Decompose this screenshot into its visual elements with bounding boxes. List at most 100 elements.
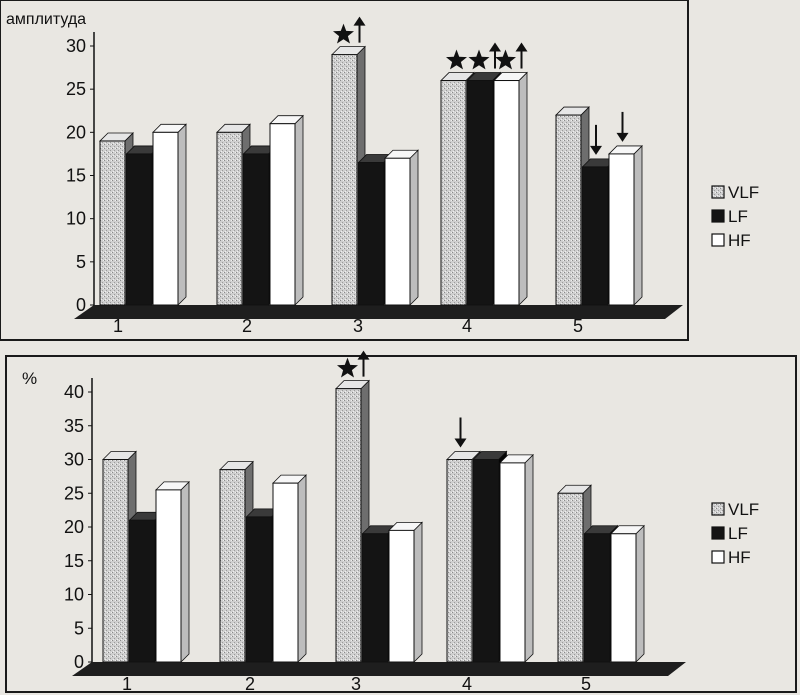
significance-star-icon (337, 357, 358, 378)
chart-top-ylabel: амплитуда (6, 11, 86, 28)
bar-front (446, 459, 473, 663)
bar-front (335, 388, 362, 663)
x-tick-label: 2 (245, 674, 255, 694)
bar-hf-4 (499, 453, 534, 663)
bar-front (610, 533, 637, 663)
x-tick-label: 1 (122, 674, 132, 694)
chart-bottom-plot: 0 5 10 15 20 25 30 35 40 1 2 3 4 5 (64, 350, 686, 694)
legend-item-lf: LF (711, 207, 748, 226)
decrease-arrow-icon-head (616, 132, 629, 142)
bar-side (633, 144, 643, 306)
x-tick-label: 2 (242, 316, 252, 336)
bar-vlf-2 (219, 460, 254, 663)
increase-arrow-icon-head (489, 42, 501, 52)
y-tick-label: 15 (64, 551, 84, 571)
bar-front (269, 123, 296, 306)
x-tick-label: 3 (351, 674, 361, 694)
bar-hf-2 (272, 474, 307, 663)
bar-side (180, 480, 190, 663)
increase-arrow-icon-head (353, 16, 366, 26)
legend-item-vlf: VLF (711, 500, 759, 519)
y-tick-label: 25 (66, 79, 86, 99)
chart-bottom-frame (5, 355, 797, 693)
bar-vlf-3 (335, 379, 370, 663)
bar-front (384, 157, 411, 306)
bar-front (216, 131, 243, 306)
bar-side (413, 521, 423, 663)
legend-item-hf: HF (711, 231, 751, 250)
bar-side (409, 149, 419, 306)
significance-star-icon (468, 49, 490, 70)
legend-swatch (711, 233, 725, 247)
legend-label: HF (728, 548, 751, 567)
bar-front (584, 533, 610, 663)
bar-hf-1 (155, 480, 190, 663)
bar-front (152, 131, 179, 306)
legend-label: HF (728, 231, 751, 250)
x-tick-label: 4 (462, 316, 472, 336)
increase-arrow-icon-head (515, 42, 528, 52)
bar-front (362, 533, 388, 663)
legend-label: VLF (728, 183, 759, 202)
decrease-arrow-icon-head (454, 438, 467, 448)
y-tick-label: 30 (64, 450, 84, 470)
bar-side (518, 71, 528, 306)
bar-front (493, 80, 520, 306)
bar-front (246, 516, 272, 663)
bar-front (126, 153, 152, 306)
bar-front (219, 469, 246, 663)
bar-hf-3 (384, 149, 419, 306)
y-tick-label: 0 (76, 295, 86, 315)
legend-item-hf: HF (711, 548, 751, 567)
legend-swatch (711, 526, 725, 540)
bar-front (99, 140, 126, 306)
y-tick-label: 30 (66, 36, 86, 56)
bar-front (358, 162, 384, 306)
increase-arrow-icon (515, 42, 528, 69)
bar-side (297, 474, 307, 663)
chart-top: амплитуда 0 5 10 15 20 25 30 1 2 3 4 5 VLF LF HF (0, 0, 759, 341)
y-tick-label: 35 (64, 416, 84, 436)
bar-front (102, 459, 129, 663)
increase-arrow-icon-head (357, 350, 370, 360)
bar-front (243, 153, 269, 306)
bar-front (440, 80, 467, 306)
y-tick-label: 20 (66, 122, 86, 142)
x-tick-label: 1 (113, 316, 123, 336)
bar-front (331, 54, 358, 306)
increase-arrow-icon (357, 350, 370, 377)
increase-arrow-icon (353, 16, 366, 43)
legend-swatch (711, 550, 725, 564)
legend-label: LF (728, 207, 748, 226)
bar-front (499, 462, 526, 663)
y-tick-label: 5 (76, 252, 86, 272)
bar-front (272, 482, 299, 663)
legend-item-vlf: VLF (711, 183, 759, 202)
bar-vlf-4 (440, 71, 475, 306)
bar-side (177, 123, 187, 306)
bar-hf-5 (610, 524, 645, 663)
bar-hf-2 (269, 114, 304, 306)
legend-item-lf: LF (711, 524, 748, 543)
x-tick-label: 3 (353, 316, 363, 336)
x-tick-label: 5 (581, 674, 591, 694)
chart-bottom-ylabel: % (22, 369, 37, 388)
bar-hf-4 (493, 71, 528, 306)
bar-front (555, 114, 582, 306)
bar-front (473, 459, 499, 663)
decrease-arrow-icon (454, 417, 467, 448)
y-tick-label: 20 (64, 517, 84, 537)
y-tick-label: 40 (64, 382, 84, 402)
chart-top-frame (0, 0, 689, 341)
significance-star-icon (495, 49, 516, 70)
bar-hf-1 (152, 123, 187, 306)
legend-swatch (711, 185, 725, 199)
chart-floor (72, 662, 686, 676)
chart-floor (74, 305, 683, 319)
decrease-arrow-icon-head (590, 145, 602, 155)
legend-swatch (711, 502, 725, 516)
bar-side (635, 524, 645, 663)
bar-front (129, 519, 155, 663)
bar-hf-3 (388, 521, 423, 663)
